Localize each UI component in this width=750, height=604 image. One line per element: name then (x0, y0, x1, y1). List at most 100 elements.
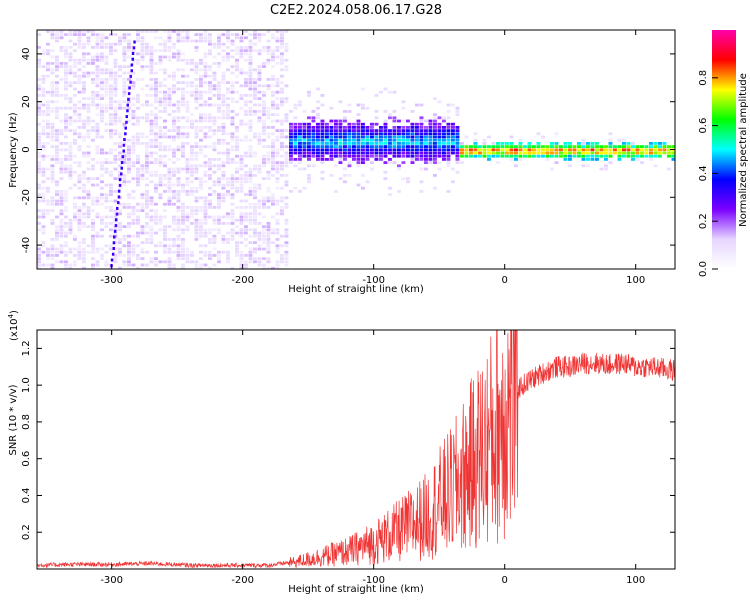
spectrogram-cell (437, 100, 442, 104)
spectrogram-cell (95, 81, 100, 84)
spectrogram-cell (455, 110, 460, 113)
spectrogram-cell (221, 142, 226, 145)
spectrogram-cell (208, 254, 212, 257)
spectrogram-cell (541, 151, 545, 155)
spectrogram-cell (55, 158, 59, 161)
spectrogram-cell (109, 103, 113, 107)
spectrogram-cell (167, 158, 172, 161)
spectrogram-cell (176, 180, 181, 184)
spectrogram-cell (109, 266, 113, 269)
spectrogram-cell (68, 119, 73, 123)
spectrogram-cell (118, 39, 122, 43)
spectrogram-cell (293, 129, 298, 132)
spectrogram-cell (109, 90, 113, 94)
snr-y-tick-label: 0.8 (21, 414, 32, 430)
spectrogram-cell (275, 81, 280, 84)
spectrogram-cell (235, 49, 239, 52)
spectrogram-cell (424, 151, 428, 155)
spectrogram-cell (176, 58, 181, 62)
spectrogram-cell (392, 138, 397, 142)
spectrogram-cell (217, 62, 221, 65)
spectrogram-cell (50, 33, 55, 36)
spectrogram-cell (208, 103, 212, 107)
spectrogram-cell (253, 212, 257, 216)
spectrogram-cell (185, 100, 190, 104)
spectrogram-cell (248, 254, 253, 257)
spectrogram-cell (113, 62, 118, 65)
spectrogram-cell (325, 132, 329, 136)
spectrogram-cell (136, 78, 140, 81)
spectrogram-cell (320, 122, 325, 126)
spectrogram-cell (235, 33, 239, 36)
spectrogram-cell (649, 145, 653, 148)
spectrogram-cell (73, 106, 77, 110)
spectrogram-cell (172, 126, 176, 129)
spectrogram-cell (640, 145, 644, 148)
spectrogram-cell (86, 161, 91, 164)
spectrogram-cell (181, 250, 185, 254)
spectrogram-cell (199, 148, 203, 152)
spectrogram-cell (154, 257, 158, 260)
spectrogram-cell (302, 167, 307, 171)
spectrogram-cell (46, 135, 50, 139)
spectrogram-cell (284, 260, 289, 264)
spectrogram-cell (55, 39, 59, 43)
spectrogram-cell (199, 218, 203, 222)
spectrogram-cell (374, 138, 379, 142)
spectrogram-cell (122, 202, 127, 206)
spectrogram-cell (122, 151, 127, 155)
spectrogram-cell (73, 94, 77, 97)
spectrogram-cell (64, 164, 68, 168)
spectrogram-cell (77, 215, 82, 219)
spectrogram-cell (343, 116, 347, 120)
spectrogram-cell (64, 33, 68, 36)
spectrogram-cell (437, 145, 442, 148)
spectrogram-cell (136, 154, 140, 158)
spectrogram-cell (127, 222, 131, 225)
spectrogram-cell (262, 122, 266, 126)
spectrogram-cell (271, 65, 275, 68)
spectrogram-cell (248, 228, 253, 232)
spectrogram-cell (185, 193, 190, 196)
spectrogram-cell (163, 161, 167, 164)
spectrogram-cell (248, 42, 253, 46)
spectrogram-cell (100, 68, 104, 72)
spectrogram-cell (392, 129, 397, 132)
spectrogram-cell (91, 244, 95, 248)
spectrogram-cell (167, 36, 172, 40)
spectrogram-cell (104, 110, 109, 113)
spectrogram-cell (50, 164, 55, 168)
spectrogram-cell (262, 138, 266, 142)
spectrogram-cell (149, 170, 154, 174)
spectrogram-cell (482, 154, 487, 158)
spectrogram-cell (280, 100, 284, 104)
spectrogram-cell (419, 145, 424, 148)
spectrogram-cell (95, 263, 100, 267)
spectrogram-cell (46, 212, 50, 216)
spectrogram-cell (145, 103, 149, 107)
spectrogram-cell (208, 49, 212, 52)
spectrogram-cell (257, 135, 262, 139)
spectrogram-cell (118, 154, 122, 158)
spectrogram-cell (275, 260, 280, 264)
spectrogram-cell (163, 234, 167, 238)
spectrogram-cell (365, 138, 370, 142)
spectrogram-cell (482, 142, 487, 145)
spectrogram-cell (374, 94, 379, 97)
spectrogram-cell (190, 68, 194, 72)
spectrogram-cell (361, 161, 365, 164)
spectrogram-cell (194, 212, 199, 216)
spectrogram-cell (118, 68, 122, 72)
spectrogram-cell (181, 36, 185, 40)
spectrogram-cell (212, 218, 217, 222)
spectrogram-cell (149, 180, 154, 184)
spectrogram-cell (176, 193, 181, 196)
spectrogram-cell (100, 167, 104, 171)
spectrogram-cell (244, 30, 248, 33)
spectrogram-cell (194, 33, 199, 36)
spectrogram-cell (82, 126, 86, 129)
spectrogram-cell (91, 78, 95, 81)
spectrogram-cell (370, 138, 374, 142)
spectrogram-cell (208, 36, 212, 40)
spectrogram-cell (289, 148, 293, 152)
